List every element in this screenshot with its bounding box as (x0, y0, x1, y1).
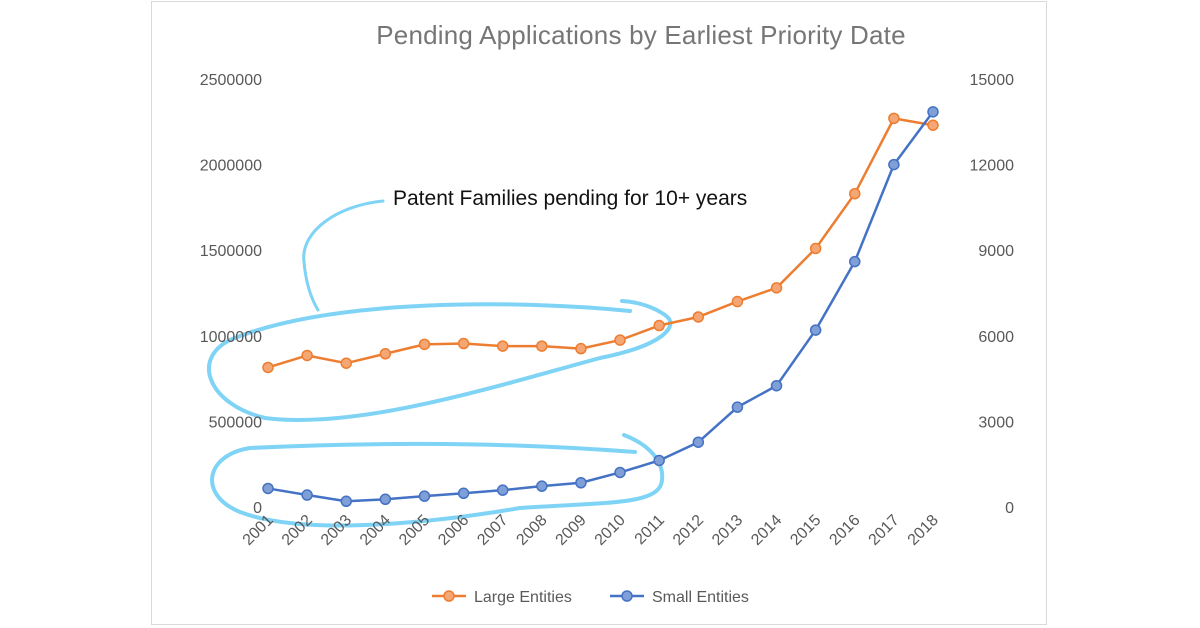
legend-marker (443, 590, 455, 602)
y-left-tick-label: 500000 (209, 414, 262, 431)
data-point-large-entities (653, 319, 665, 332)
data-point-small-entities (262, 482, 274, 495)
data-point-small-entities (888, 158, 900, 171)
x-axis-ticks: 2001 2002 2003 2004 2005 2006 2007 2008 2009 2010… (240, 512, 942, 549)
y-left-tick-label: 0 (253, 500, 262, 517)
data-point-large-entities (340, 357, 352, 369)
chart-legend: Large Entities Small Entities (432, 589, 749, 606)
data-point-small-entities (692, 436, 705, 448)
legend-label: Large Entities (474, 589, 572, 606)
data-point-large-entities (536, 340, 548, 352)
data-point-large-entities (301, 349, 313, 362)
data-point-small-entities (653, 454, 665, 467)
x-tick-label: 2010 (592, 512, 629, 549)
y-right-tick-label: 0 (1005, 500, 1014, 517)
data-point-large-entities (692, 311, 705, 323)
chart-title: Pending Applications by Earliest Priorit… (376, 20, 906, 50)
data-point-large-entities (575, 342, 587, 355)
y-left-tick-label: 1500000 (200, 243, 262, 260)
data-point-large-entities (614, 334, 626, 346)
chart-frame (151, 1, 1047, 625)
y-left-tick-label: 1000000 (200, 329, 262, 346)
series-layer (262, 106, 939, 508)
data-point-small-entities (575, 476, 587, 489)
left-axis-ticks: 0 500000 1000000 1500000 2000000 2500000 (200, 72, 262, 517)
series-line-small-entities (267, 111, 935, 503)
data-point-large-entities (496, 340, 509, 352)
y-right-tick-label: 12000 (970, 158, 1015, 175)
annotation-ellipse-small (210, 433, 665, 528)
data-point-small-entities (457, 487, 470, 500)
data-point-small-entities (849, 255, 861, 268)
data-point-small-entities (770, 379, 783, 392)
x-tick-label: 2002 (279, 512, 316, 549)
x-tick-label: 2017 (866, 512, 903, 549)
data-point-large-entities (770, 282, 783, 294)
data-point-large-entities (457, 337, 470, 350)
data-point-large-entities (888, 112, 900, 125)
annotation-callout-line (302, 199, 385, 312)
x-tick-label: 2014 (748, 512, 785, 549)
data-point-small-entities (614, 466, 626, 479)
data-point-large-entities (262, 361, 274, 374)
x-tick-label: 2008 (513, 512, 550, 549)
annotation-ellipse-large (207, 299, 673, 422)
data-point-small-entities (536, 480, 548, 492)
data-point-small-entities (809, 324, 822, 336)
x-tick-label: 2013 (709, 512, 746, 549)
data-point-small-entities (496, 484, 509, 496)
annotation-label: Patent Families pending for 10+ years (393, 187, 747, 210)
data-point-small-entities (927, 106, 939, 118)
data-point-large-entities (731, 295, 744, 308)
y-left-tick-label: 2000000 (200, 158, 262, 175)
y-right-tick-label: 9000 (978, 243, 1014, 260)
x-tick-label: 2011 (632, 512, 668, 548)
x-tick-label: 2015 (787, 512, 824, 549)
data-point-small-entities (418, 490, 431, 502)
data-point-small-entities (301, 489, 313, 501)
x-tick-label: 2003 (318, 512, 355, 549)
data-point-large-entities (418, 338, 431, 351)
data-point-large-entities (379, 348, 392, 360)
legend-label: Small Entities (652, 589, 749, 606)
right-axis-ticks: 0 3000 6000 9000 12000 15000 (970, 72, 1015, 517)
legend-marker (621, 590, 633, 602)
x-tick-label: 2001 (240, 512, 277, 549)
x-tick-label: 2016 (826, 512, 863, 549)
data-point-large-entities (927, 119, 939, 131)
x-tick-label: 2009 (553, 512, 590, 549)
data-point-large-entities (849, 187, 861, 200)
y-right-tick-label: 15000 (970, 72, 1015, 89)
x-tick-label: 2005 (396, 512, 433, 549)
data-point-small-entities (340, 495, 352, 508)
data-point-small-entities (731, 401, 744, 413)
y-left-tick-label: 2500000 (200, 72, 262, 89)
data-point-large-entities (809, 242, 822, 255)
series-line-large-entities (267, 117, 934, 369)
y-right-tick-label: 3000 (978, 414, 1014, 431)
x-tick-label: 2018 (905, 512, 942, 549)
x-tick-label: 2007 (474, 512, 511, 549)
x-tick-label: 2012 (670, 512, 707, 549)
data-point-small-entities (379, 493, 392, 506)
hand-drawn-annotation: Patent Families pending for 10+ years (207, 187, 747, 528)
y-right-tick-label: 6000 (978, 329, 1014, 346)
x-tick-label: 2004 (357, 512, 394, 549)
